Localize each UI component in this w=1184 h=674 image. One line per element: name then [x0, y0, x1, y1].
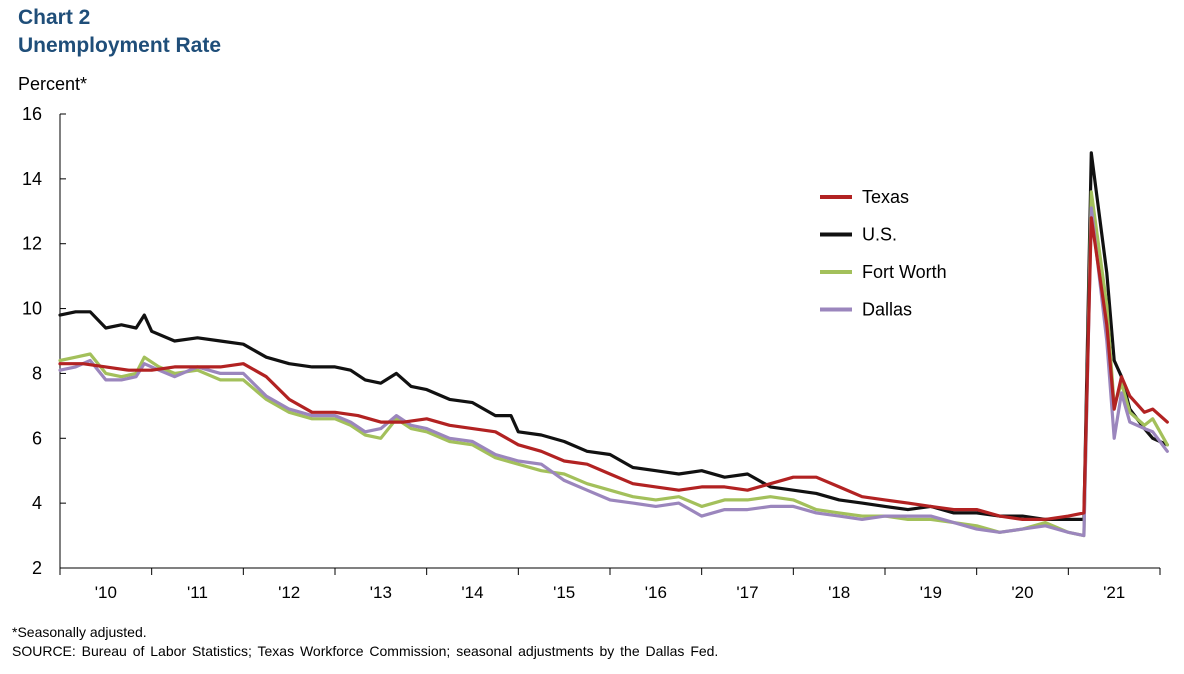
legend-label-u-s: U.S. [862, 225, 897, 245]
y-tick-label: 16 [22, 104, 42, 124]
chart-axes: 16 14 12 10 8 6 4 2 '10 '11 '12 '13 '14 '15 '16 '17 '18 '… [22, 104, 1161, 602]
x-tick-label: '12 [278, 583, 300, 602]
source-note: SOURCE: Bureau of Labor Statistics; Texa… [12, 643, 719, 659]
chart-series [58, 151, 1169, 538]
x-tick-label: '11 [187, 583, 208, 602]
series-line-texas [58, 216, 1169, 521]
series-line-fort-worth [58, 190, 1169, 538]
legend-label-fort-worth: Fort Worth [862, 262, 947, 282]
legend-label-texas: Texas [862, 187, 909, 207]
chart-legend: Texas U.S. Fort Worth Dallas [820, 187, 947, 320]
footnote: *Seasonally adjusted. [12, 624, 147, 640]
y-axis-label: Percent* [18, 74, 88, 94]
x-tick-label: '21 [1103, 583, 1125, 602]
chart-number: Chart 2 [18, 6, 91, 29]
y-tick-label: 12 [22, 234, 42, 254]
y-tick-label: 8 [32, 363, 42, 383]
x-tick-label: '15 [553, 583, 575, 602]
y-tick-label: 2 [32, 558, 42, 578]
series-line-u-s [58, 151, 1169, 521]
chart-title: Unemployment Rate [18, 34, 222, 57]
x-tick-label: '19 [920, 583, 942, 602]
y-tick-label: 10 [22, 299, 42, 319]
x-tick-label: '10 [95, 583, 117, 602]
y-tick-label: 4 [32, 493, 42, 513]
legend-label-dallas: Dallas [862, 300, 912, 320]
x-tick-label: '17 [736, 583, 758, 602]
y-tick-label: 14 [22, 169, 42, 189]
x-tick-label: '14 [461, 583, 483, 602]
x-tick-label: '20 [1011, 583, 1033, 602]
x-tick-label: '18 [828, 583, 850, 602]
y-tick-label: 6 [32, 428, 42, 448]
series-line-dallas [58, 206, 1169, 538]
x-tick-label: '13 [370, 583, 392, 602]
x-tick-label: '16 [645, 583, 667, 602]
